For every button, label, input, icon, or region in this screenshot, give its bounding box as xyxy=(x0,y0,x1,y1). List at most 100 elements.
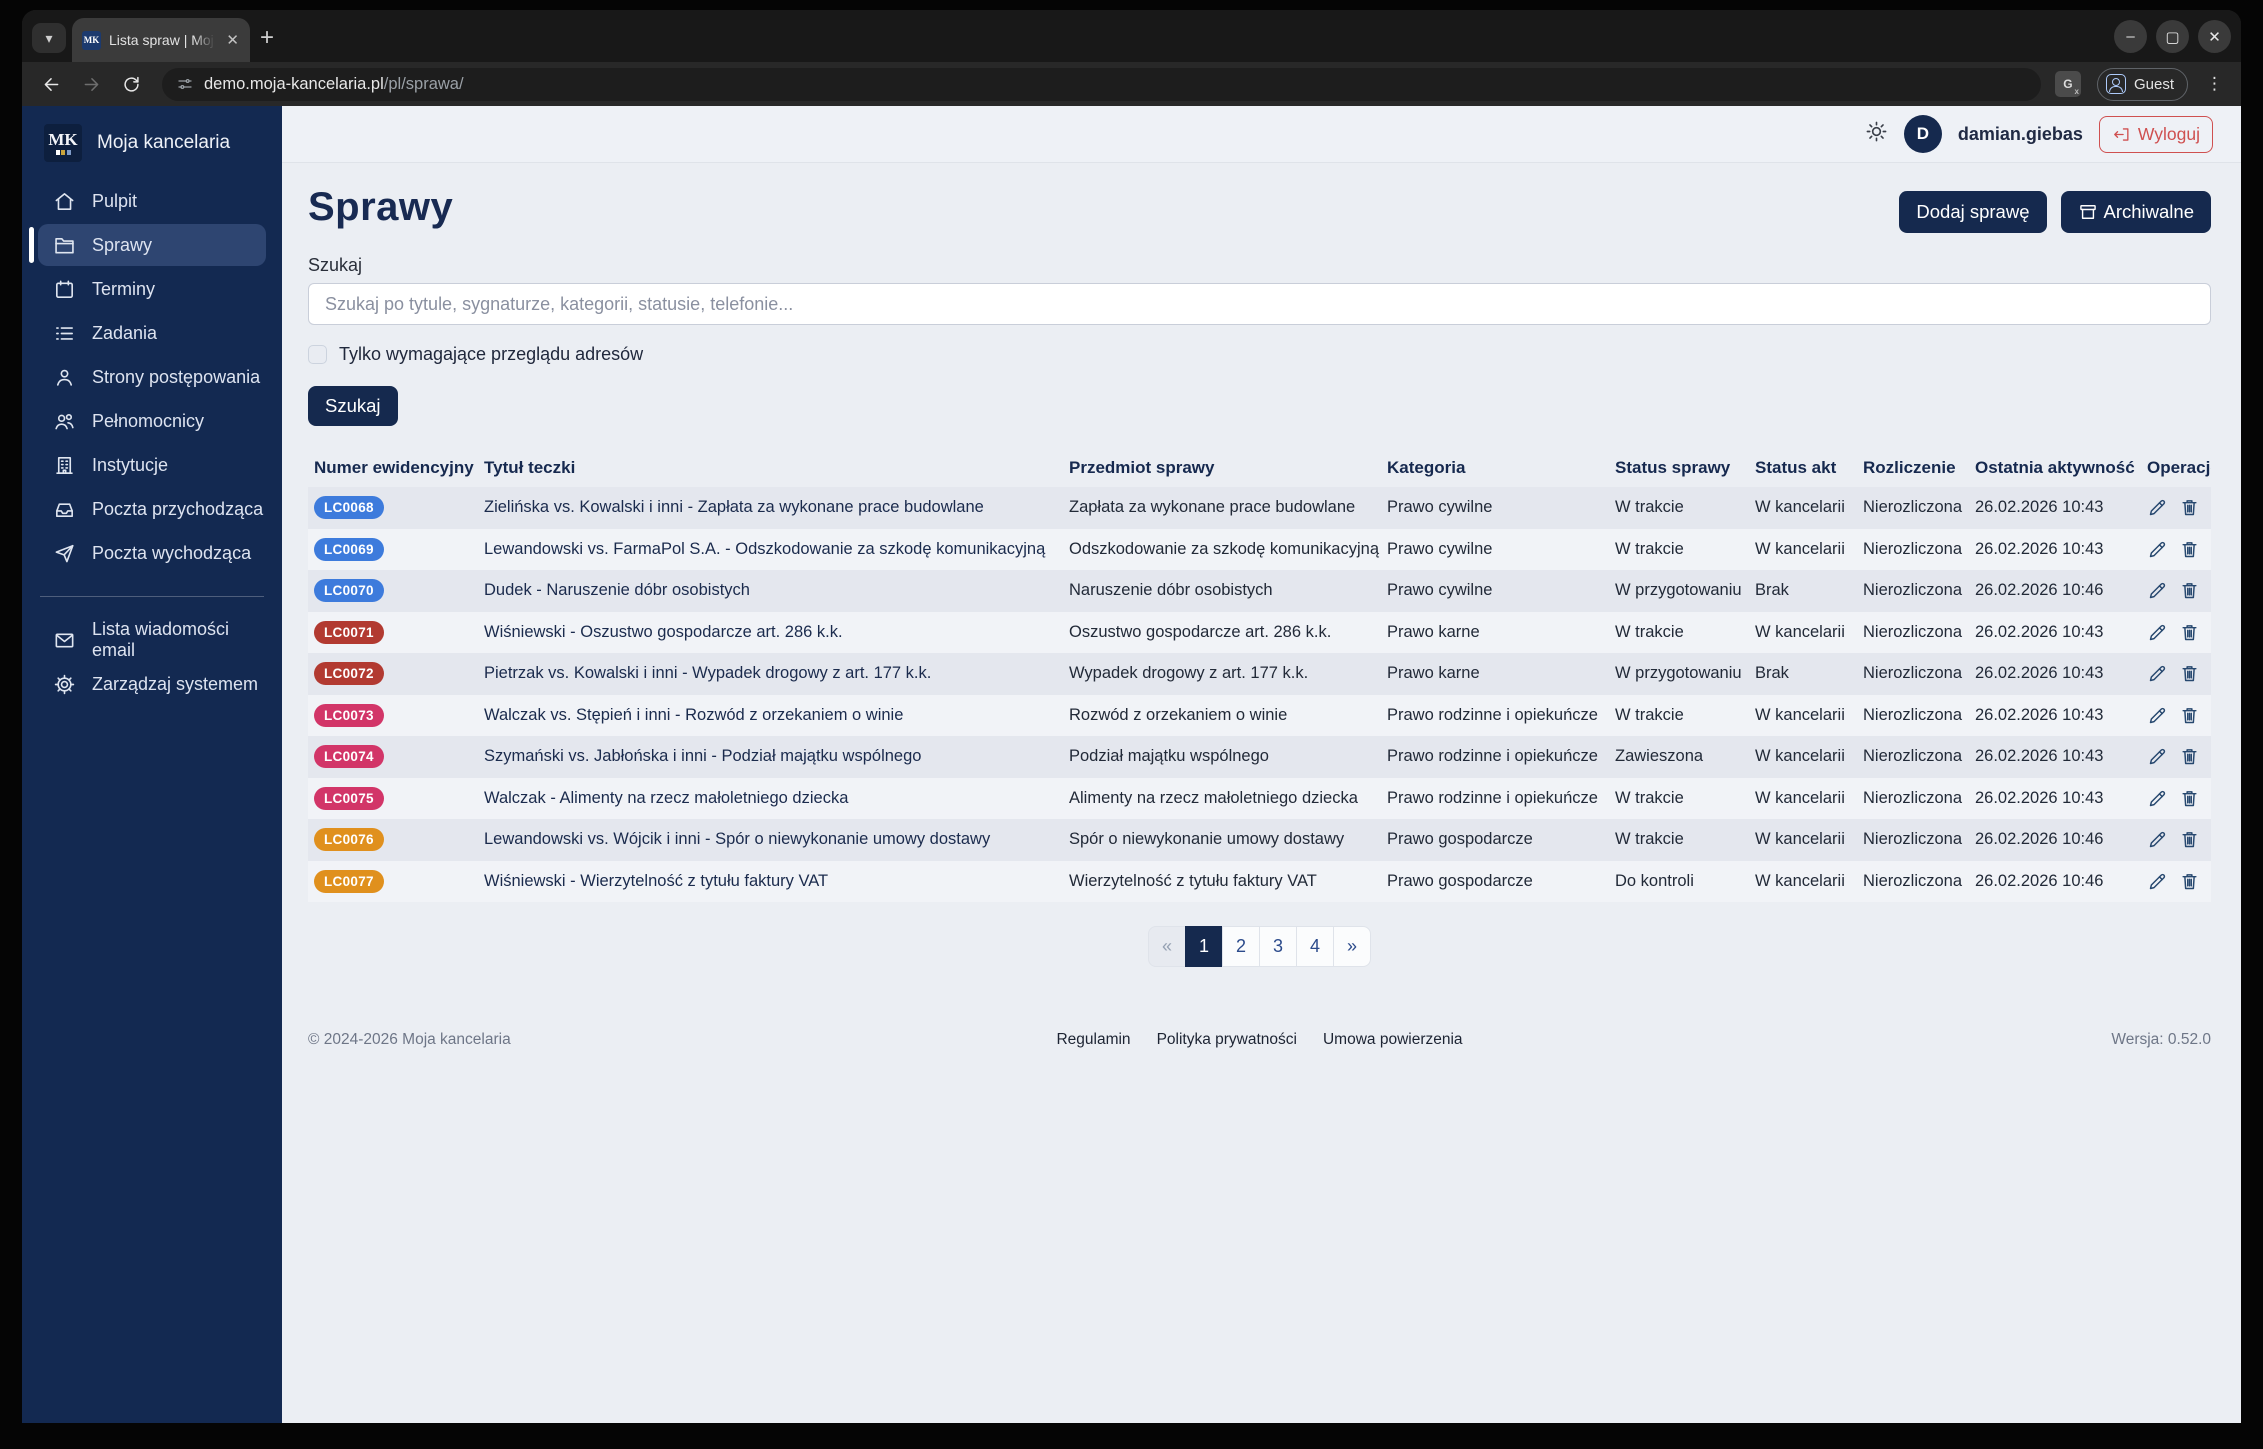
case-subject: Oszustwo gospodarcze art. 286 k.k. xyxy=(1069,622,1332,641)
tab-search-chevron-icon[interactable]: ▾ xyxy=(32,23,66,53)
case-billing: Nierozliczona xyxy=(1863,830,1963,849)
url-bar[interactable]: demo.moja-kancelaria.pl/pl/sprawa/ xyxy=(162,67,2041,101)
archived-button[interactable]: Archiwalne xyxy=(2060,191,2211,233)
footer-link-umowa-powierzenia[interactable]: Umowa powierzenia xyxy=(1322,1031,1463,1048)
cases-table: Numer ewidencyjny Tytuł teczki Przedmiot s… xyxy=(308,449,2211,902)
case-number-badge[interactable]: LC0070 xyxy=(314,579,384,603)
checkbox-label: Tylko wymagające przeglądu adresów xyxy=(339,344,644,364)
trash-icon[interactable] xyxy=(2179,497,2200,518)
page-button-1[interactable]: 1 xyxy=(1184,926,1223,967)
page-button-4[interactable]: 4 xyxy=(1296,926,1335,967)
case-number-badge[interactable]: LC0068 xyxy=(314,496,384,520)
case-title-link[interactable]: Pietrzak vs. Kowalski i inni - Wypadek d… xyxy=(484,664,932,683)
pencil-icon[interactable] xyxy=(2147,497,2168,518)
sidebar-item-lista-wiadomosci-email[interactable]: Lista wiadomości email xyxy=(38,619,266,661)
case-operations xyxy=(2141,746,2211,767)
main-area: D damian.giebas Wyloguj Sprawy Dodaj spr… xyxy=(282,106,2241,1423)
trash-icon[interactable] xyxy=(2179,539,2200,560)
url-text: demo.moja-kancelaria.pl/pl/sprawa/ xyxy=(204,74,464,93)
sidebar-item-strony-postepowania[interactable]: Strony postępowania xyxy=(38,356,266,398)
case-title-link[interactable]: Wiśniewski - Oszustwo gospodarcze art. 2… xyxy=(484,622,843,641)
case-title-link[interactable]: Walczak vs. Stępień i inni - Rozwód z or… xyxy=(484,705,904,724)
user-avatar[interactable]: D xyxy=(1903,115,1942,153)
search-button[interactable]: Szukaj xyxy=(308,386,398,426)
footer-link-regulamin[interactable]: Regulamin xyxy=(1056,1031,1131,1048)
theme-toggle-sun-icon[interactable] xyxy=(1865,120,1888,148)
sidebar-item-zarzadzaj-systemem[interactable]: Zarządzaj systemem xyxy=(38,663,266,705)
close-button[interactable]: ✕ xyxy=(2198,20,2231,53)
pencil-icon[interactable] xyxy=(2147,871,2168,892)
case-title-link[interactable]: Szymański vs. Jabłońska i inni - Podział… xyxy=(484,747,922,766)
pencil-icon[interactable] xyxy=(2147,663,2168,684)
envelope-icon xyxy=(52,628,76,652)
page-next-button[interactable]: » xyxy=(1333,926,1372,967)
case-last-activity: 26.02.2026 10:43 xyxy=(1975,498,2104,517)
case-number-badge[interactable]: LC0076 xyxy=(314,828,384,852)
case-title-link[interactable]: Zielińska vs. Kowalski i inni - Zapłata … xyxy=(484,498,984,517)
brand[interactable]: MK Moja kancelaria xyxy=(38,116,266,178)
case-number-badge[interactable]: LC0073 xyxy=(314,703,384,727)
case-operations xyxy=(2141,871,2211,892)
browser-tab[interactable]: MK Lista spraw | Moja kancel ✕ xyxy=(72,18,250,62)
browser-menu-icon[interactable]: ⋮ xyxy=(2206,74,2223,93)
search-input[interactable] xyxy=(308,283,2211,325)
case-subject: Spór o niewykonanie umowy dostawy xyxy=(1069,830,1345,849)
table-row: LC0075 Walczak - Alimenty na rzecz małol… xyxy=(308,777,2211,819)
pencil-icon[interactable] xyxy=(2147,622,2168,643)
sidebar-item-terminy[interactable]: Terminy xyxy=(38,268,266,310)
pencil-icon[interactable] xyxy=(2147,705,2168,726)
page-button-3[interactable]: 3 xyxy=(1259,926,1298,967)
case-number-badge[interactable]: LC0075 xyxy=(314,786,384,810)
trash-icon[interactable] xyxy=(2179,871,2200,892)
case-category: Prawo gospodarcze xyxy=(1387,830,1533,849)
reload-icon[interactable] xyxy=(114,67,148,101)
case-title-link[interactable]: Lewandowski vs. FarmaPol S.A. - Odszkodo… xyxy=(484,539,1046,558)
pencil-icon[interactable] xyxy=(2147,746,2168,767)
sidebar-item-instytucje[interactable]: Instytucje xyxy=(38,444,266,486)
footer-link-polityka-prywatnosci[interactable]: Polityka prywatności xyxy=(1156,1031,1297,1048)
trash-icon[interactable] xyxy=(2179,829,2200,850)
app-header: D damian.giebas Wyloguj xyxy=(282,106,2241,163)
sidebar-item-pelnomocnicy[interactable]: Pełnomocnicy xyxy=(38,400,266,442)
case-title-link[interactable]: Walczak - Alimenty na rzecz małoletniego… xyxy=(484,788,849,807)
site-info-icon[interactable] xyxy=(176,75,194,93)
case-title-link[interactable]: Lewandowski vs. Wójcik i inni - Spór o n… xyxy=(484,830,991,849)
trash-icon[interactable] xyxy=(2179,663,2200,684)
profile-button[interactable]: Guest xyxy=(2096,67,2188,101)
pencil-icon[interactable] xyxy=(2147,580,2168,601)
add-case-button[interactable]: Dodaj sprawę xyxy=(1899,191,2047,233)
case-number-badge[interactable]: LC0071 xyxy=(314,620,384,644)
case-number-badge[interactable]: LC0069 xyxy=(314,537,384,561)
trash-icon[interactable] xyxy=(2179,705,2200,726)
maximize-button[interactable]: ▢ xyxy=(2156,20,2189,53)
sidebar-item-poczta-wychodzaca[interactable]: Poczta wychodząca xyxy=(38,532,266,574)
tab-close-icon[interactable]: ✕ xyxy=(226,32,239,49)
case-number-badge[interactable]: LC0077 xyxy=(314,869,384,893)
case-number-badge[interactable]: LC0074 xyxy=(314,745,384,769)
address-review-checkbox[interactable] xyxy=(308,345,327,364)
case-title-link[interactable]: Wiśniewski - Wierzytelność z tytułu fakt… xyxy=(484,871,829,890)
trash-icon[interactable] xyxy=(2179,788,2200,809)
pencil-icon[interactable] xyxy=(2147,539,2168,560)
case-files-status: Brak xyxy=(1755,664,1789,683)
back-icon[interactable] xyxy=(34,67,68,101)
logout-button[interactable]: Wyloguj xyxy=(2098,115,2213,153)
case-number-badge[interactable]: LC0072 xyxy=(314,662,384,686)
case-status: Zawieszona xyxy=(1615,747,1704,766)
sidebar-item-pulpit[interactable]: Pulpit xyxy=(38,180,266,222)
trash-icon[interactable] xyxy=(2179,622,2200,643)
sidebar-item-poczta-przychodzaca[interactable]: Poczta przychodząca xyxy=(38,488,266,530)
page-button-2[interactable]: 2 xyxy=(1221,926,1260,967)
pencil-icon[interactable] xyxy=(2147,829,2168,850)
page-prev-button[interactable]: « xyxy=(1147,926,1186,967)
case-title-link[interactable]: Dudek - Naruszenie dóbr osobistych xyxy=(484,581,750,600)
trash-icon[interactable] xyxy=(2179,746,2200,767)
forward-icon[interactable] xyxy=(74,67,108,101)
pencil-icon[interactable] xyxy=(2147,788,2168,809)
minimize-button[interactable]: – xyxy=(2114,20,2147,53)
sidebar-item-zadania[interactable]: Zadania xyxy=(38,312,266,354)
trash-icon[interactable] xyxy=(2179,580,2200,601)
new-tab-button[interactable]: + xyxy=(260,24,275,51)
sidebar-item-sprawy[interactable]: Sprawy xyxy=(29,224,266,266)
